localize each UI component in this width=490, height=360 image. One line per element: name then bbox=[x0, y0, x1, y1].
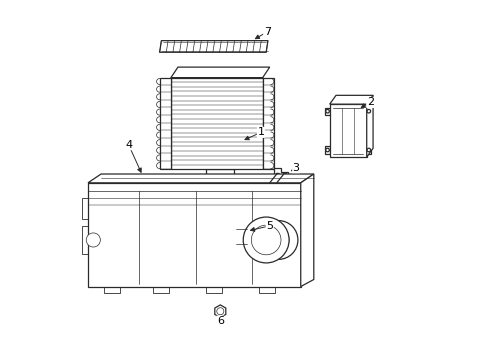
Bar bbox=[95, 201, 136, 279]
Polygon shape bbox=[160, 41, 268, 52]
Bar bbox=[104, 287, 120, 293]
Polygon shape bbox=[171, 67, 270, 78]
Text: 6: 6 bbox=[217, 316, 224, 326]
Polygon shape bbox=[171, 78, 263, 170]
Bar bbox=[144, 204, 189, 276]
Polygon shape bbox=[215, 305, 226, 318]
Bar bbox=[206, 170, 234, 180]
Text: 2: 2 bbox=[367, 98, 374, 107]
Text: 5: 5 bbox=[266, 221, 273, 231]
Polygon shape bbox=[301, 174, 314, 287]
Circle shape bbox=[216, 179, 224, 187]
Text: 1: 1 bbox=[257, 127, 265, 138]
Circle shape bbox=[268, 229, 289, 251]
Bar bbox=[259, 287, 275, 293]
Circle shape bbox=[259, 221, 298, 259]
Bar bbox=[141, 201, 192, 279]
Bar bbox=[197, 201, 248, 279]
Bar bbox=[153, 287, 169, 293]
Ellipse shape bbox=[236, 229, 247, 244]
Bar bbox=[82, 198, 88, 219]
Circle shape bbox=[243, 217, 289, 263]
Circle shape bbox=[86, 233, 100, 247]
Text: 3: 3 bbox=[293, 163, 300, 173]
Circle shape bbox=[367, 148, 370, 152]
Text: 4: 4 bbox=[125, 140, 132, 150]
Text: 7: 7 bbox=[264, 27, 271, 37]
Polygon shape bbox=[88, 183, 301, 287]
Ellipse shape bbox=[238, 231, 245, 242]
Circle shape bbox=[283, 173, 287, 177]
Polygon shape bbox=[263, 78, 274, 170]
Polygon shape bbox=[367, 95, 373, 157]
Bar bbox=[200, 204, 245, 276]
Bar bbox=[82, 226, 88, 254]
Polygon shape bbox=[160, 78, 171, 170]
Circle shape bbox=[326, 109, 329, 113]
Bar bbox=[98, 204, 133, 276]
Bar bbox=[367, 108, 371, 115]
Polygon shape bbox=[274, 168, 289, 179]
Polygon shape bbox=[330, 104, 367, 157]
Bar bbox=[325, 108, 330, 115]
Polygon shape bbox=[330, 95, 373, 104]
Bar bbox=[325, 147, 330, 154]
Circle shape bbox=[367, 109, 370, 113]
Circle shape bbox=[217, 308, 224, 315]
Circle shape bbox=[326, 148, 329, 152]
Polygon shape bbox=[88, 174, 314, 183]
Bar bbox=[206, 287, 222, 293]
Circle shape bbox=[276, 173, 280, 177]
Circle shape bbox=[251, 225, 281, 255]
Bar bbox=[367, 147, 371, 154]
